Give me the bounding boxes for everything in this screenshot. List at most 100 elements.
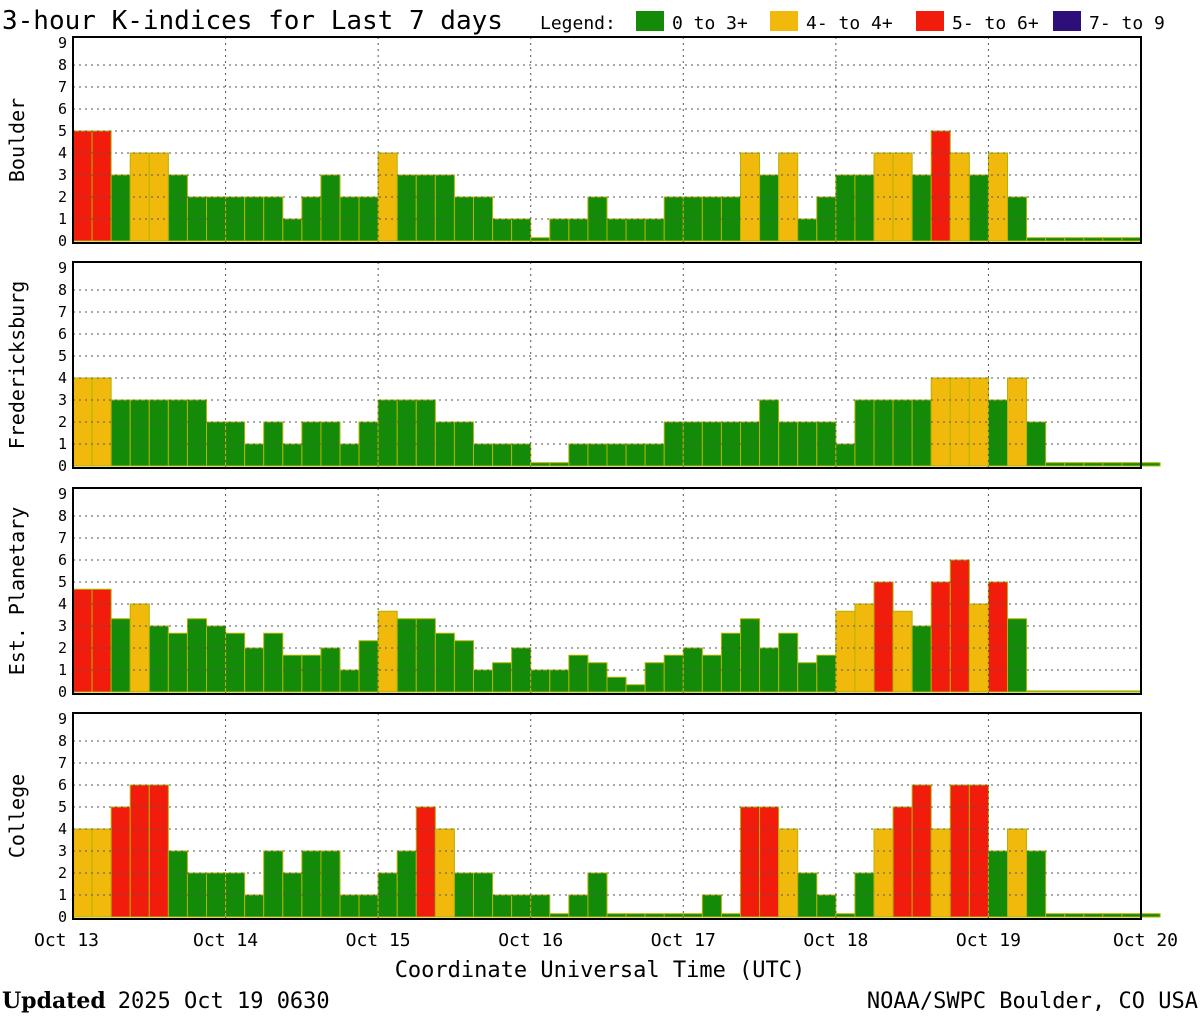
k-index-bar [740, 152, 761, 242]
y-tick-label: 8 [58, 507, 67, 525]
y-tick-label: 2 [58, 413, 67, 431]
k-index-bar [91, 828, 112, 918]
k-index-bar [396, 399, 417, 467]
k-index-bar [1045, 237, 1066, 242]
k-index-bar [1083, 913, 1104, 918]
k-index-bar [1064, 462, 1085, 467]
k-index-bar [339, 894, 360, 918]
legend-swatch [1053, 11, 1081, 31]
k-index-bar [987, 850, 1008, 918]
k-index-bar [396, 850, 417, 918]
k-index-bar [72, 588, 93, 693]
k-index-bar [873, 581, 894, 693]
k-index-bar [1102, 690, 1123, 693]
legend: 0 to 3+ 4- to 4+ 5- to 6+ 7- to 9 [636, 11, 1165, 34]
k-index-bar [110, 618, 131, 693]
k-index-bar [606, 913, 627, 918]
chart-title: 3-hour K-indices for Last 7 days [2, 6, 503, 36]
k-index-bar [453, 640, 474, 693]
k-index-bar [301, 421, 322, 467]
x-tick-label: Oct 14 [193, 930, 258, 951]
k-index-bar [1064, 237, 1085, 242]
k-index-bar [1083, 690, 1104, 693]
k-index-bar [549, 462, 570, 467]
k-index-bar [568, 654, 589, 693]
k-index-bar [434, 632, 455, 693]
k-index-bar [892, 399, 913, 467]
y-tick-label: 3 [58, 391, 67, 409]
k-index-bar [987, 581, 1008, 693]
k-index-bar [244, 443, 265, 467]
k-index-bar [511, 894, 532, 918]
y-tick-label: 2 [58, 639, 67, 657]
k-index-bar [358, 894, 379, 918]
station-label: Est. Planetary [5, 507, 29, 676]
y-tick-label: 0 [58, 683, 67, 701]
k-index-bar [606, 676, 627, 693]
k-index-bar [1026, 690, 1047, 693]
k-index-bar [682, 913, 703, 918]
y-tick-label: 9 [58, 259, 67, 277]
k-index-bar [968, 174, 989, 242]
k-index-bar [492, 662, 513, 693]
y-tick-label: 4 [58, 144, 67, 162]
k-index-bar [911, 174, 932, 242]
k-index-bar [816, 654, 837, 693]
footer-updated-value: 2025 Oct 19 0630 [118, 989, 330, 1014]
k-index-bar [1045, 462, 1066, 467]
k-index-bar [625, 684, 646, 693]
k-index-bar [167, 850, 188, 918]
k-index-bar [854, 399, 875, 467]
k-index-bar [511, 647, 532, 693]
k-index-bar [167, 632, 188, 693]
y-tick-label: 5 [58, 573, 67, 591]
k-index-bar [415, 806, 436, 918]
legend-entry: 4- to 4+ [806, 13, 893, 34]
k-index-bar [282, 654, 303, 693]
k-index-bar [339, 443, 360, 467]
k-index-bar [644, 913, 665, 918]
k-index-bar [930, 828, 951, 918]
k-index-bar [930, 130, 951, 242]
k-index-bar [206, 872, 227, 918]
k-index-bar [720, 196, 741, 242]
k-index-bar [492, 443, 513, 467]
k-index-bar [987, 399, 1008, 467]
k-index-bar [148, 399, 169, 467]
y-tick-label: 0 [58, 232, 67, 250]
k-index-bar [377, 152, 398, 242]
legend-label: Legend: [540, 13, 616, 34]
k-index-bar [644, 662, 665, 693]
k-index-bar [949, 377, 970, 467]
k-index-bar [377, 872, 398, 918]
k-index-bar [663, 654, 684, 693]
k-index-bar [816, 894, 837, 918]
k-index-bar [320, 174, 341, 242]
y-tick-label: 4 [58, 820, 67, 838]
x-tick-label: Oct 18 [803, 930, 868, 951]
k-index-bar [701, 654, 722, 693]
y-tick-label: 2 [58, 864, 67, 882]
station-label: Boulder [5, 98, 29, 182]
k-index-bar [148, 625, 169, 693]
k-index-bar [1140, 913, 1161, 918]
k-index-bar [1083, 462, 1104, 467]
k-index-bar [206, 196, 227, 242]
k-index-bar [167, 174, 188, 242]
k-index-bar [1045, 690, 1066, 693]
y-tick-label: 6 [58, 325, 67, 343]
y-tick-label: 2 [58, 188, 67, 206]
k-index-bar [263, 632, 284, 693]
k-index-bar [415, 174, 436, 242]
y-tick-label: 9 [58, 710, 67, 728]
k-index-bar [606, 443, 627, 467]
k-index-bar [587, 662, 608, 693]
k-index-bar [1121, 237, 1142, 242]
k-index-bar [854, 174, 875, 242]
k-index-bar [530, 237, 551, 242]
y-tick-label: 1 [58, 435, 67, 453]
y-tick-label: 5 [58, 347, 67, 365]
y-tick-label: 0 [58, 908, 67, 926]
x-tick-label: Oct 19 [956, 930, 1021, 951]
